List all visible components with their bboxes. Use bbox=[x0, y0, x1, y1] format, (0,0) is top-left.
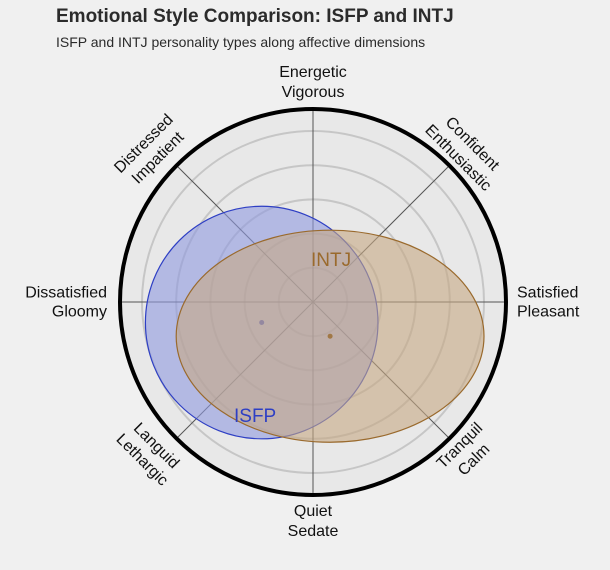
series-intj-center bbox=[327, 333, 333, 339]
axis-label-text: Quiet bbox=[294, 503, 333, 520]
axis-label: Dissatisfied Gloomy bbox=[25, 285, 107, 321]
chart-subtitle: ISFP and INTJ personality types along af… bbox=[56, 34, 426, 50]
axis-label-text: Energetic bbox=[279, 64, 347, 81]
axis-label: Quiet Sedate bbox=[288, 503, 339, 540]
chart-title: Emotional Style Comparison: ISFP and INT… bbox=[56, 6, 454, 27]
axis-label: Satisfied Pleasant bbox=[517, 285, 580, 321]
axis-label-text: Satisfied bbox=[517, 285, 578, 302]
axis-label-text: Pleasant bbox=[517, 304, 580, 321]
series-label-intj: INTJ bbox=[311, 250, 351, 271]
axis-label: Energetic Vigorous bbox=[279, 64, 347, 101]
outer-ring bbox=[118, 107, 508, 497]
axis-label-text: Gloomy bbox=[52, 304, 107, 321]
axis-label-text: Dissatisfied bbox=[25, 285, 107, 302]
axis-label-text: Vigorous bbox=[282, 84, 345, 101]
series-label-isfp: ISFP bbox=[234, 406, 276, 427]
axis-label-text: Sedate bbox=[288, 523, 339, 540]
